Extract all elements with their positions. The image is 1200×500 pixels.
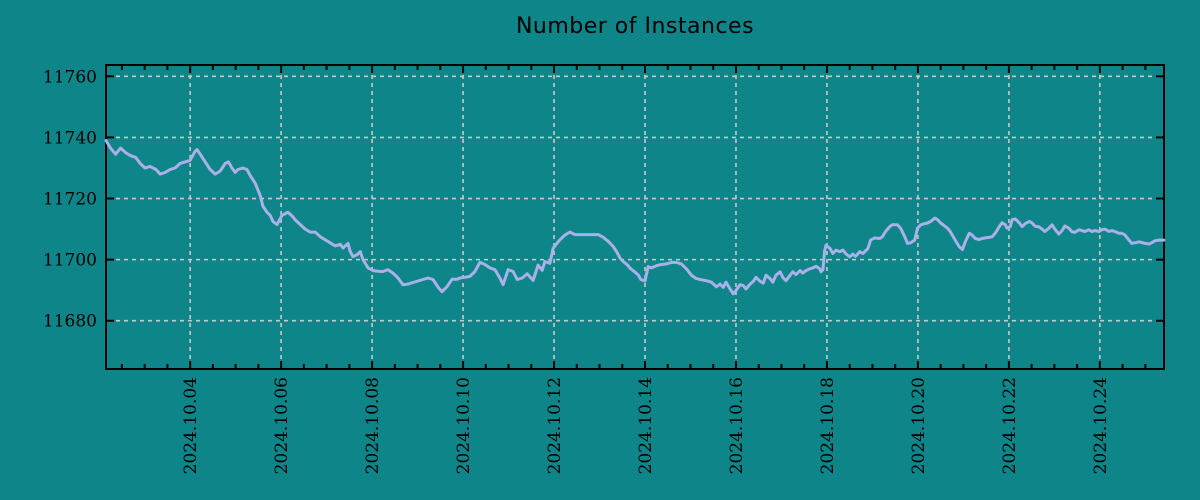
y-tick-label: 11680 <box>43 312 97 332</box>
plot-border <box>105 64 1165 370</box>
x-tick-label: 2024.10.24 <box>1091 377 1111 474</box>
x-tick-label: 2024.10.16 <box>727 377 747 474</box>
y-tick-label: 11700 <box>43 251 97 271</box>
x-tick-label: 2024.10.04 <box>181 377 201 474</box>
x-tick-label: 2024.10.20 <box>909 377 929 474</box>
chart-title: Number of Instances <box>515 14 755 39</box>
y-tick-label: 11740 <box>43 128 97 148</box>
x-tick-label: 2024.10.22 <box>1000 377 1020 474</box>
x-tick-label: 2024.10.08 <box>363 377 383 474</box>
instances-line-series <box>104 139 1166 296</box>
x-tick-label: 2024.10.12 <box>545 377 565 474</box>
x-tick-label: 2024.10.18 <box>818 377 838 474</box>
y-tick-label: 11720 <box>43 190 97 210</box>
x-tick-label: 2024.10.10 <box>454 377 474 474</box>
y-tick-label: 11760 <box>43 67 97 87</box>
x-tick-label: 2024.10.14 <box>636 377 656 474</box>
x-tick-label: 2024.10.06 <box>272 377 292 474</box>
